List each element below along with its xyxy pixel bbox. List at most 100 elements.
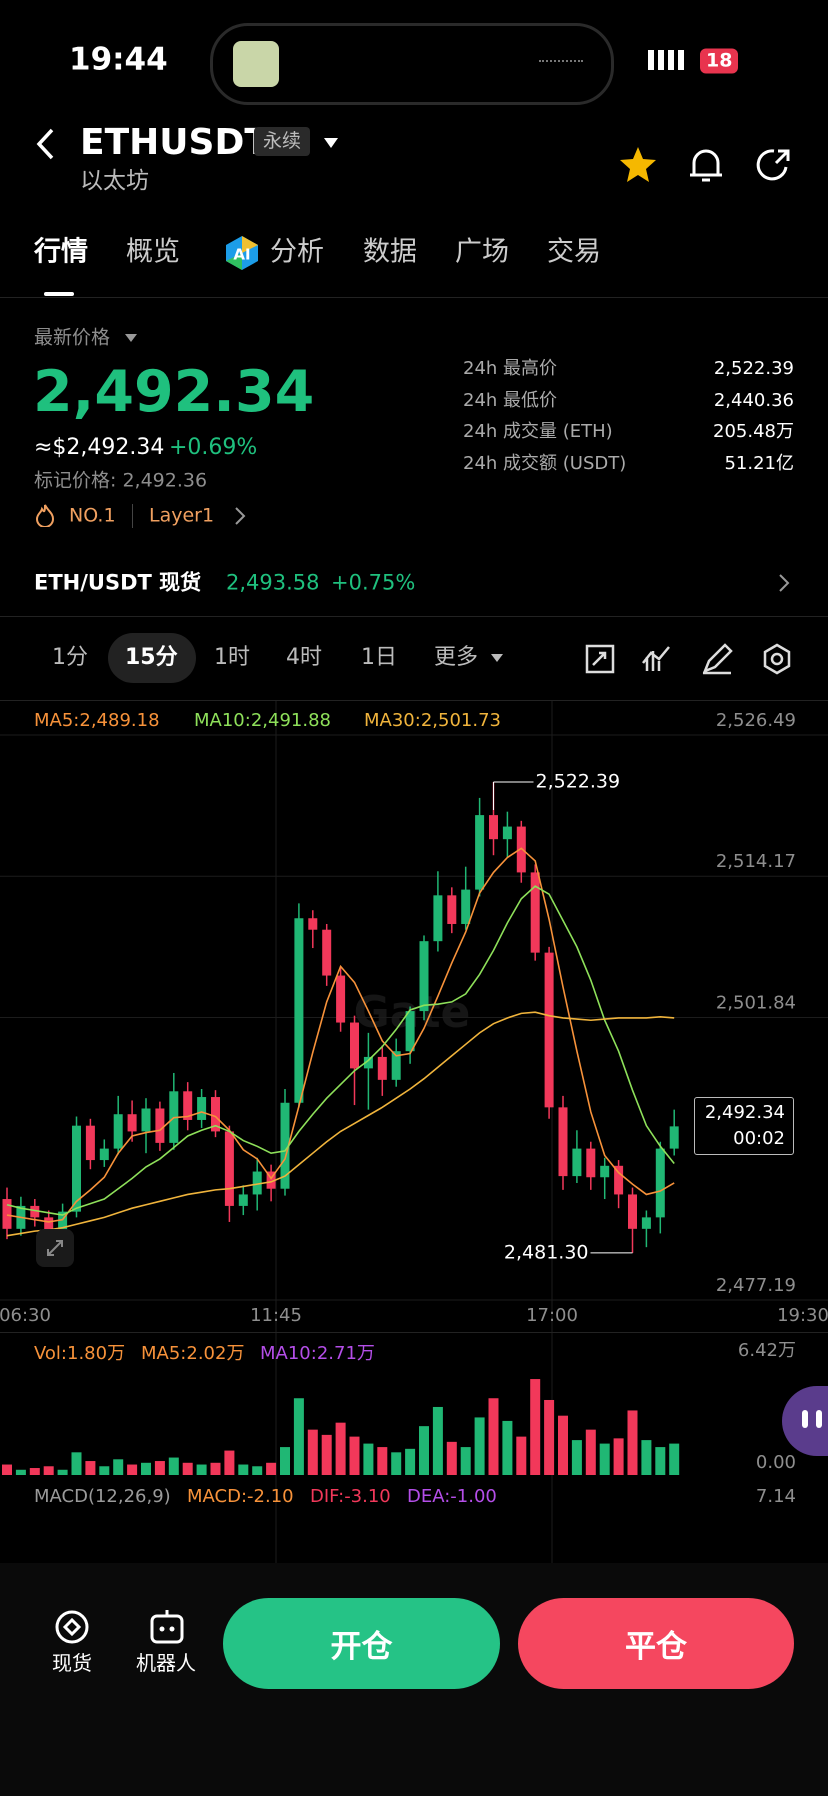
expand[interactable] — [36, 1229, 74, 1267]
tab[interactable]: 行情 — [34, 236, 88, 268]
chart-tools[interactable] — [585, 643, 795, 675]
volume-bar — [252, 1466, 263, 1475]
candle-body — [72, 1125, 81, 1212]
spot-pair[interactable]: ETH/USDT 现货 — [34, 570, 202, 595]
stat-label: 24h 最低价 — [463, 389, 558, 411]
volume-bar — [502, 1420, 513, 1475]
volume-bar — [71, 1452, 82, 1475]
dropdown[interactable] — [322, 136, 340, 150]
volume-bar — [516, 1436, 527, 1475]
volume-bar — [558, 1415, 568, 1475]
volume-bar — [127, 1464, 138, 1475]
stat-value: 51.21亿 — [724, 452, 794, 474]
open-button[interactable]: 开仓 — [223, 1598, 500, 1689]
tab[interactable]: 概览 — [126, 236, 180, 268]
separator — [132, 504, 133, 528]
macd-label: DEA:-1.00 — [407, 1486, 497, 1507]
candle-body — [322, 929, 332, 976]
ma-label: MA5:2,489.18 — [34, 710, 160, 731]
candle-body — [363, 1056, 373, 1069]
candle-body — [405, 1011, 415, 1052]
candle-body — [377, 1056, 387, 1080]
candle-body — [419, 941, 429, 1012]
volume-bar — [655, 1447, 666, 1475]
caret — [491, 654, 503, 662]
macd-label: MACD(12,26,9) — [34, 1486, 171, 1507]
volume-bar — [377, 1447, 388, 1475]
candle-body — [502, 826, 512, 840]
high-label: 2,522.39 — [536, 770, 621, 792]
candle-body — [224, 1131, 234, 1206]
volume-bar — [460, 1447, 471, 1475]
candle-body — [155, 1108, 165, 1143]
volume-bar — [530, 1379, 541, 1475]
interval[interactable]: 15分 — [125, 645, 178, 670]
candle-body — [655, 1148, 665, 1218]
volume-bar — [571, 1440, 582, 1475]
volume-bar — [432, 1406, 443, 1475]
candle-body — [2, 1199, 12, 1229]
volume-bar — [544, 1399, 555, 1475]
candle-body — [614, 1165, 624, 1195]
candle-body — [238, 1194, 248, 1206]
candle-body — [447, 895, 457, 924]
interval[interactable]: 1时 — [214, 645, 250, 670]
macd-tick: 7.14 — [755, 1486, 796, 1507]
candle-body — [197, 1097, 207, 1120]
candle-body — [58, 1211, 68, 1235]
spot-icon[interactable] — [53, 1608, 91, 1646]
candle-body — [558, 1107, 568, 1177]
tab[interactable]: 交易 — [547, 236, 601, 268]
ma-line — [6, 1011, 675, 1237]
vol-label: Vol:1.80万 — [34, 1343, 126, 1364]
price-label: 最新价格 — [34, 326, 111, 349]
volume-bar — [613, 1438, 624, 1475]
chevron — [779, 574, 790, 592]
spot-price: 2,493.58 — [226, 570, 320, 595]
tab[interactable]: 广场 — [455, 236, 509, 268]
close-button[interactable]: 平仓 — [518, 1598, 794, 1689]
back[interactable] — [34, 126, 58, 162]
vol-tick-label: 6.42万 — [738, 1340, 796, 1361]
tag[interactable]: Layer1 — [149, 504, 215, 527]
y-tick-label: 2,526.49 — [716, 710, 796, 731]
tab[interactable]: 数据 — [363, 236, 417, 268]
ma-label: MA30:2,501.73 — [364, 710, 501, 731]
volume-bar — [266, 1462, 277, 1475]
x-tick-label: 06:30 — [0, 1305, 51, 1326]
tab-indicator — [44, 292, 74, 296]
candle-body — [211, 1097, 220, 1132]
clock: 19:44 — [69, 41, 168, 78]
interval[interactable]: 1日 — [361, 645, 397, 670]
interval[interactable]: 4时 — [286, 645, 322, 670]
volume-bar — [182, 1462, 193, 1475]
price-change: +0.69% — [169, 435, 258, 460]
volume-bar — [2, 1464, 12, 1475]
spot-change: +0.75% — [331, 570, 416, 595]
stat-label: 24h 最高价 — [463, 358, 558, 379]
last-price: 2,492.34 — [33, 359, 315, 425]
favorite[interactable] — [618, 145, 658, 185]
tab[interactable]: 分析 — [270, 236, 324, 268]
ma-line — [6, 885, 675, 1216]
rank: NO.1 — [69, 504, 116, 527]
candle-body — [544, 952, 554, 1108]
action-label: 现货 — [52, 1651, 92, 1675]
x-tick-label: 19:30 — [777, 1305, 828, 1326]
candle-body — [280, 1102, 290, 1189]
volume-bar — [141, 1462, 151, 1475]
candle-body — [350, 1022, 359, 1069]
alert[interactable] — [686, 145, 726, 185]
volume-bar — [641, 1440, 652, 1475]
share[interactable] — [754, 145, 794, 185]
candle-body — [669, 1126, 679, 1149]
svg-text:AI: AI — [233, 246, 250, 264]
countdown: 00:02 — [733, 1128, 785, 1149]
interval[interactable]: 1分 — [52, 645, 88, 670]
candle-body — [30, 1205, 40, 1218]
interval[interactable]: 更多 — [434, 645, 479, 670]
mark-price: 标记价格: 2,492.36 — [34, 469, 208, 492]
candle-body — [433, 895, 443, 942]
robot-icon[interactable] — [148, 1608, 186, 1646]
